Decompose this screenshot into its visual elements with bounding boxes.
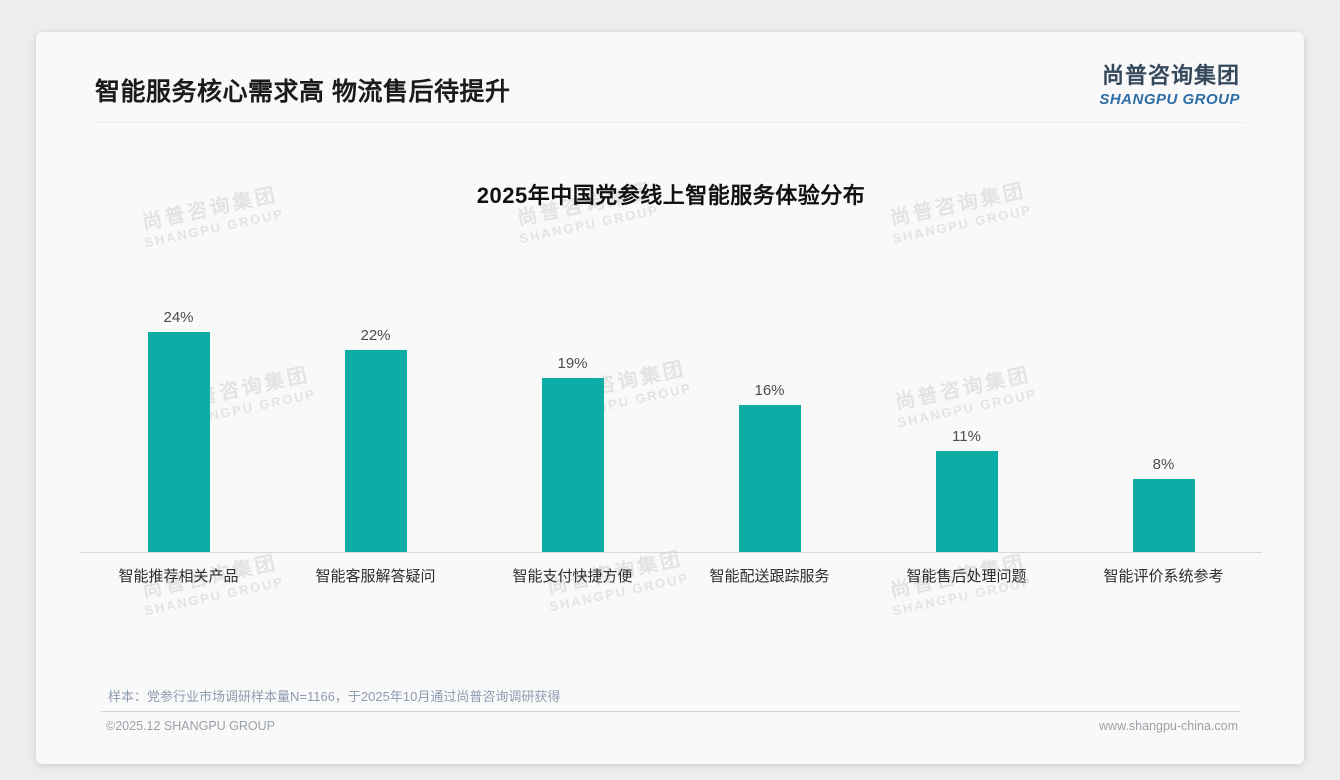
slide-card: 尚普咨询集团 SHANGPU GROUP 尚普咨询集团 SHANGPU GROUP 尚普… [36,32,1304,764]
logo-chinese-name: 尚普咨询集团 [1101,63,1240,88]
sample-footnote: 样本：党参行业市场调研样本量N=1166，于2025年10月通过尚普咨询调研获得 [108,689,561,704]
x-axis-line [80,552,1262,553]
website-url: www.shangpu-china.com [1099,719,1238,733]
bar-column: 8% [1065,312,1262,552]
bar-column: 22% [277,312,474,552]
bar-value-label: 22% [360,327,391,344]
bar [1132,479,1195,552]
watermark-english-text: SHANGPU GROUP [143,206,286,251]
bar-value-label: 19% [557,355,588,372]
bar [147,332,210,552]
category-label: 智能评价系统参考 [1103,568,1224,585]
bar-value-label: 11% [952,428,981,445]
bar-column: 16% [671,312,868,552]
logo-english-name: SHANGPU GROUP [1099,91,1240,108]
footer-divider [101,711,1240,712]
header-divider [95,122,1245,123]
bar [935,451,998,552]
bar [541,378,604,552]
category-label: 智能配送跟踪服务 [709,568,830,585]
bar-column: 11% [868,312,1065,552]
bar-value-label: 16% [754,382,785,399]
bar-value-label: 24% [163,309,194,326]
company-logo: 尚普咨询集团 SHANGPU GROUP [1099,58,1240,108]
page-title: 智能服务核心需求高 物流售后待提升 [95,78,511,106]
bar-column: 19% [474,312,671,552]
bar-value-label: 8% [1152,456,1175,473]
chart-title: 2025年中国党参线上智能服务体验分布 [476,183,866,208]
category-label: 智能推荐相关产品 [118,568,239,585]
category-label: 智能售后处理问题 [906,568,1027,585]
bar-chart-plot-area: 24% 22% 19% 16% 11% 8% [80,309,1262,552]
bar [344,350,407,552]
copyright-text: ©2025.12 SHANGPU GROUP [106,719,275,733]
bar-column: 24% [80,309,277,552]
category-label: 智能支付快捷方便 [512,568,633,585]
category-label: 智能客服解答疑问 [315,568,436,585]
x-axis-category-labels: 智能推荐相关产品 智能客服解答疑问 智能支付快捷方便 智能配送跟踪服务 智能售后处理问题… [80,565,1262,586]
bar [738,405,801,552]
